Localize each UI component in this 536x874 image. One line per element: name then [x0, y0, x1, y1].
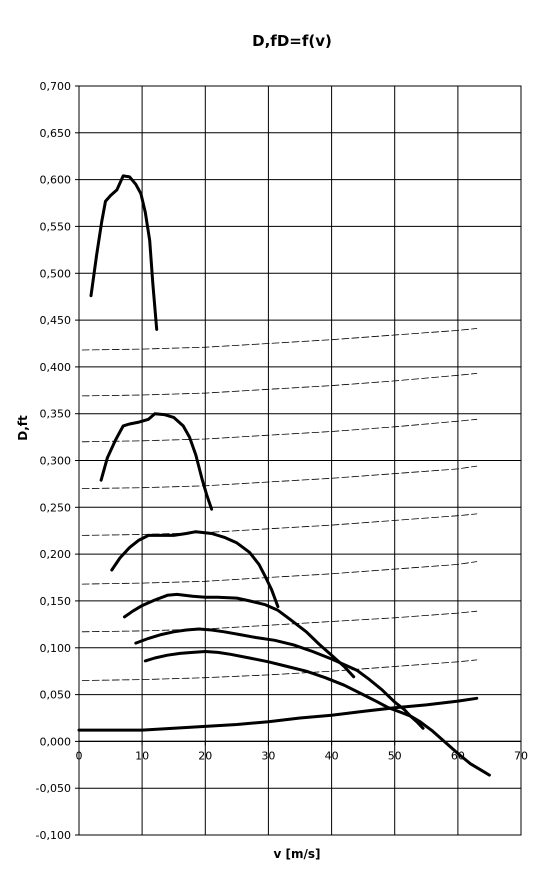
x-axis-title: v [m/s]: [274, 847, 321, 861]
series-line-6: [143, 650, 491, 777]
x-tick-label: 50: [388, 749, 402, 762]
dashed-series-line-14: [81, 610, 478, 633]
x-tick-label: 10: [135, 749, 149, 762]
plot-area: -0,100 -0,050 0,000 0,050 0,100 0,150 0,200 0,2…: [36, 80, 528, 842]
series-line-4: [123, 592, 356, 679]
dashed-series-line-8: [81, 328, 478, 351]
series-line-2: [99, 412, 214, 511]
y-tick-label: 0,350: [40, 408, 72, 421]
dashed-series-line-9: [81, 372, 478, 397]
dashed-series-line-11: [81, 465, 478, 490]
y-tick-label: 0,050: [40, 689, 72, 702]
x-tick-label: 20: [198, 749, 212, 762]
y-tick-label: 0,450: [40, 314, 72, 327]
series-line-5: [134, 627, 425, 730]
x-tick-label: 30: [261, 749, 275, 762]
y-tick-label: 0,700: [40, 80, 72, 93]
chart-title: D,fD=f(v): [252, 32, 332, 50]
y-tick-label: 0,100: [40, 642, 72, 655]
dashed-series-line-15: [81, 659, 478, 681]
dashed-series-line-12: [81, 513, 478, 536]
x-tick-label: 60: [451, 749, 465, 762]
y-tick-label: 0,400: [40, 361, 72, 374]
y-axis-title: D,ft: [16, 415, 30, 441]
y-tick-label: 0,650: [40, 127, 72, 140]
x-tick-label: 40: [325, 749, 339, 762]
y-tick-label: 0,000: [40, 735, 72, 748]
dashed-series-line-10: [81, 418, 478, 443]
series-line-3: [110, 530, 280, 609]
dashed-series-line-13: [81, 561, 478, 585]
series-line-7: [77, 696, 479, 732]
y-tick-label: 0,200: [40, 548, 72, 561]
series-line-1: [89, 174, 159, 331]
y-tick-label: 0,250: [40, 501, 72, 514]
y-tick-label: 0,500: [40, 267, 72, 280]
y-tick-label: 0,550: [40, 220, 72, 233]
plot-frame: [78, 85, 522, 836]
y-tick-label: 0,150: [40, 595, 72, 608]
y-tick-label: 0,300: [40, 455, 72, 468]
y-tick-label: -0,050: [36, 782, 71, 795]
y-tick-label: -0,100: [36, 829, 71, 842]
y-tick-label: 0,600: [40, 174, 72, 187]
